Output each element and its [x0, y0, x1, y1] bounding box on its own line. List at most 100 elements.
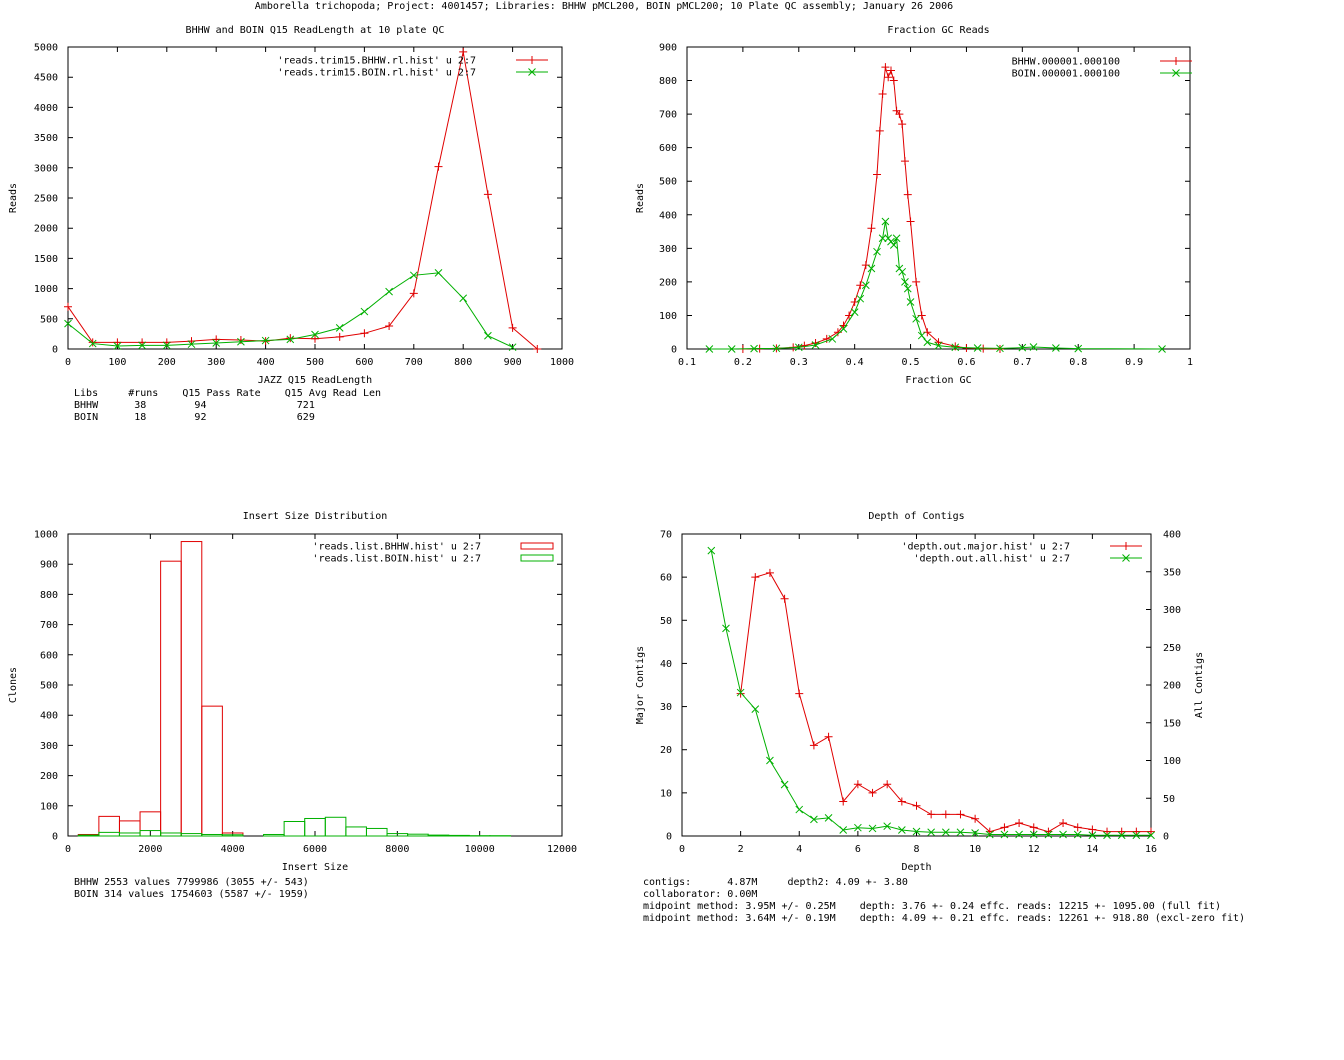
y-tick-label: 500	[40, 314, 58, 325]
series-1	[77, 816, 512, 837]
histogram-bar	[160, 560, 182, 837]
data-point	[88, 338, 97, 347]
data-point	[483, 190, 492, 199]
insert-size-stats: BHHW 2553 values 7799986 (3055 +/- 543) …	[68, 877, 309, 901]
y2-tick-label: 50	[1163, 794, 1175, 805]
y2-tick-label: 350	[1163, 567, 1181, 578]
legend-marker	[1122, 554, 1130, 562]
y-tick-label: 700	[40, 620, 58, 631]
y-tick-label: 100	[40, 801, 58, 812]
y-tick-label: 60	[660, 573, 672, 584]
data-point	[824, 732, 833, 741]
depth-stats-midpoint-full: midpoint method: 3.95M +/- 0.25M depth: …	[643, 901, 1221, 912]
data-point	[884, 73, 893, 82]
data-point	[883, 780, 892, 789]
x-tick-label: 1	[1187, 357, 1193, 368]
legend-marker	[528, 68, 536, 76]
x-tick-label: 1000	[550, 357, 574, 368]
legend-swatch	[520, 542, 554, 550]
data-point	[1074, 344, 1083, 353]
x-axis-label: JAZZ Q15 ReadLength	[258, 375, 372, 386]
x-tick-label: 0.9	[1125, 357, 1143, 368]
y-tick-label: 600	[40, 650, 58, 661]
y-tick-label: 200	[40, 771, 58, 782]
data-point	[839, 797, 848, 806]
data-point	[923, 338, 932, 347]
data-point	[237, 337, 245, 346]
y-tick-label: 3000	[34, 163, 58, 174]
series-0	[738, 63, 1004, 353]
y-tick-label: 700	[659, 110, 677, 121]
data-point	[1029, 823, 1038, 832]
data-point	[1117, 827, 1126, 836]
data-point	[459, 47, 468, 56]
readlength-stats-row-boin: BOIN 18 92 629	[68, 412, 315, 423]
insert-size-stats-bhhw: BHHW 2553 values 7799986 (3055 +/- 543)	[68, 877, 309, 888]
data-point	[850, 308, 859, 316]
x-tick-label: 0	[65, 357, 71, 368]
x-tick-label: 0.5	[902, 357, 920, 368]
y2-tick-label: 400	[1163, 530, 1181, 541]
data-point	[727, 345, 736, 353]
data-point	[1132, 827, 1141, 836]
x-tick-label: 6	[855, 844, 861, 855]
x-tick-label: 0.2	[734, 357, 752, 368]
y2-tick-label: 100	[1163, 756, 1181, 767]
data-point	[722, 624, 730, 633]
x-tick-label: 10000	[465, 844, 495, 855]
plot-frame	[686, 46, 1191, 350]
legend-swatch	[520, 554, 554, 562]
y-tick-label: 5000	[34, 43, 58, 54]
data-point	[212, 335, 221, 344]
y-tick-label: 3500	[34, 133, 58, 144]
data-point	[856, 294, 865, 303]
legend-label: 'depth.out.major.hist' u 2:7	[901, 542, 1070, 553]
x-tick-label: 0	[65, 844, 71, 855]
x-tick-label: 0.4	[846, 357, 864, 368]
data-point	[941, 810, 950, 819]
y2-tick-label: 200	[1163, 681, 1181, 692]
data-point	[971, 829, 979, 837]
data-point	[886, 66, 895, 75]
y-tick-label: 40	[660, 659, 672, 670]
y-tick-label: 900	[40, 560, 58, 571]
data-point	[385, 322, 394, 331]
data-point	[64, 302, 72, 311]
data-point	[822, 334, 831, 343]
x-tick-label: 8	[913, 844, 919, 855]
insert-size-chart: 0 2000 4000 6000 8000 10000 12000 0 100 200 300 400…	[8, 511, 577, 873]
readlength-stats-row-bhhw: BHHW 38 94 721	[68, 400, 315, 411]
plot-frame	[681, 533, 1152, 837]
depth-stats-midpoint-exclzero: midpoint method: 3.64M +/- 0.19M depth: …	[643, 913, 1246, 924]
series-line	[742, 66, 1000, 350]
data-point	[1015, 819, 1024, 828]
data-point	[508, 343, 517, 352]
x-tick-label: 0	[679, 844, 685, 855]
histogram-bar	[324, 816, 347, 837]
legend-marker	[528, 56, 536, 64]
series-1	[705, 217, 1166, 353]
data-point	[897, 826, 906, 834]
data-point	[898, 267, 907, 276]
x-tick-label: 12	[1028, 844, 1040, 855]
chart-title: Insert Size Distribution	[243, 511, 388, 522]
data-point	[88, 339, 97, 348]
data-point	[750, 344, 758, 353]
legend-marker	[1122, 542, 1130, 550]
x-axis-label: Fraction GC	[905, 375, 971, 386]
series-0	[77, 541, 244, 837]
data-point	[459, 294, 468, 303]
series-1	[707, 546, 1155, 840]
x-tick-label: 600	[355, 357, 373, 368]
histogram-bar	[407, 833, 429, 837]
insert-size-stats-boin: BOIN 314 values 1754603 (5587 +/- 1959)	[68, 889, 309, 900]
data-point	[951, 342, 960, 351]
legend-label: BHHW.000001.000100	[1012, 57, 1120, 68]
x-tick-label: 0.7	[1013, 357, 1031, 368]
data-point	[1073, 830, 1082, 839]
y-tick-label: 500	[659, 177, 677, 188]
y-tick-label: 900	[659, 43, 677, 54]
data-point	[867, 224, 876, 233]
data-point	[434, 269, 443, 277]
